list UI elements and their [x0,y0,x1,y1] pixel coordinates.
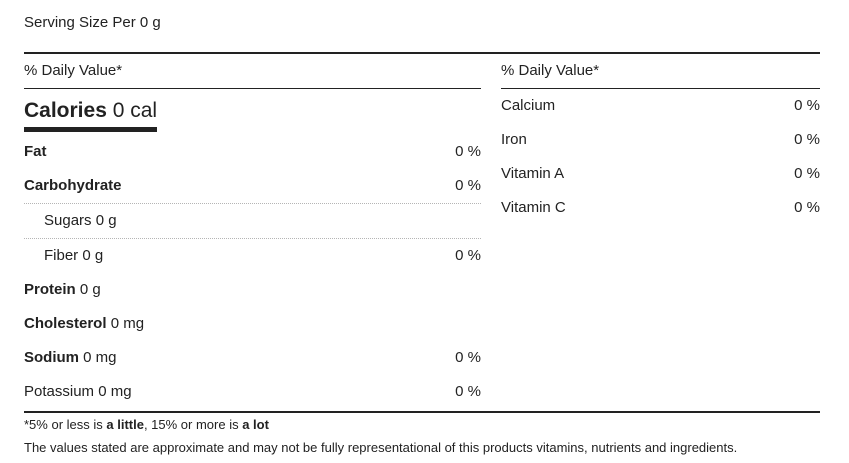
nutrient-label: Cholesterol [24,315,107,332]
nutrient-amount: 0 mg [83,349,117,366]
nutrient-list: Fat 0 % Carbohydrate 0 % Sugars 0 g Fibe… [24,135,481,409]
calories-value: 0 cal [112,99,158,122]
nutrient-percent: 0 % [455,349,481,366]
nutrient-row-potassium: Potassium 0 mg 0 % [24,375,481,409]
daily-value-header: % Daily Value* [24,54,481,89]
daily-value-header: % Daily Value* [501,54,820,89]
nutrient-label: Potassium [24,383,95,400]
nutrient-row-fat: Fat 0 % [24,135,481,169]
serving-size: Serving Size Per 0 g [24,14,161,31]
nutrient-amount: 0 mg [98,383,132,400]
footnote-text: *5% or less is [24,417,107,432]
nutrition-left-column: % Daily Value* Calories 0 cal Fat 0 % Ca… [24,54,481,409]
calories-label: Calories [24,99,107,122]
nutrition-right-column: % Daily Value* Calcium 0 % Iron 0 % Vita… [501,54,820,225]
bottom-rule [24,411,820,413]
calories: Calories 0 cal [24,97,158,132]
nutrient-row-carbohydrate: Carbohydrate 0 % [24,169,481,204]
nutrient-amount: 0 g [79,281,101,298]
vitamin-row-vitamin-c: Vitamin C 0 % [501,191,820,225]
nutrient-amount: 0 g [82,247,104,264]
nutrient-label: Fat [24,143,47,160]
top-rule [24,52,820,54]
nutrient-row-sodium: Sodium 0 mg 0 % [24,341,481,375]
vitamin-list: Calcium 0 % Iron 0 % Vitamin A 0 % Vitam… [501,89,820,225]
nutrient-amount: 0 mg [110,315,145,332]
footnote: *5% or less is a little, 15% or more is … [24,417,269,432]
footnote-lot: a lot [242,417,269,432]
nutrient-row-fiber: Fiber 0 g 0 % [24,239,481,273]
footnote-text: , 15% or more is [143,417,243,432]
nutrient-row-protein: Protein 0 g [24,273,481,307]
nutrient-row-cholesterol: Cholesterol 0 mg [24,307,481,341]
vitamin-row-vitamin-a: Vitamin A 0 % [501,157,820,191]
vitamin-percent: 0 % [794,165,820,182]
nutrient-percent: 0 % [455,143,481,160]
nutrient-percent: 0 % [455,247,481,264]
vitamin-percent: 0 % [794,97,820,114]
nutrient-label: Protein [24,281,76,298]
vitamin-label: Vitamin A [501,165,565,182]
nutrient-percent: 0 % [455,383,481,400]
vitamin-label: Vitamin C [501,199,566,216]
vitamin-row-iron: Iron 0 % [501,123,820,157]
nutrient-label: Carbohydrate [24,177,122,194]
vitamin-percent: 0 % [794,199,820,216]
nutrient-label: Sodium [24,349,79,366]
footnote-little: a little [106,417,144,432]
disclaimer: The values stated are approximate and ma… [24,440,738,455]
vitamin-percent: 0 % [794,131,820,148]
vitamin-label: Iron [501,131,527,148]
nutrient-label: Fiber [44,247,79,264]
nutrient-amount: 0 g [95,212,117,229]
vitamin-label: Calcium [501,97,556,114]
nutrient-percent: 0 % [455,177,481,194]
vitamin-row-calcium: Calcium 0 % [501,89,820,123]
nutrient-row-sugars: Sugars 0 g [24,204,481,239]
nutrient-label: Sugars [44,212,92,229]
